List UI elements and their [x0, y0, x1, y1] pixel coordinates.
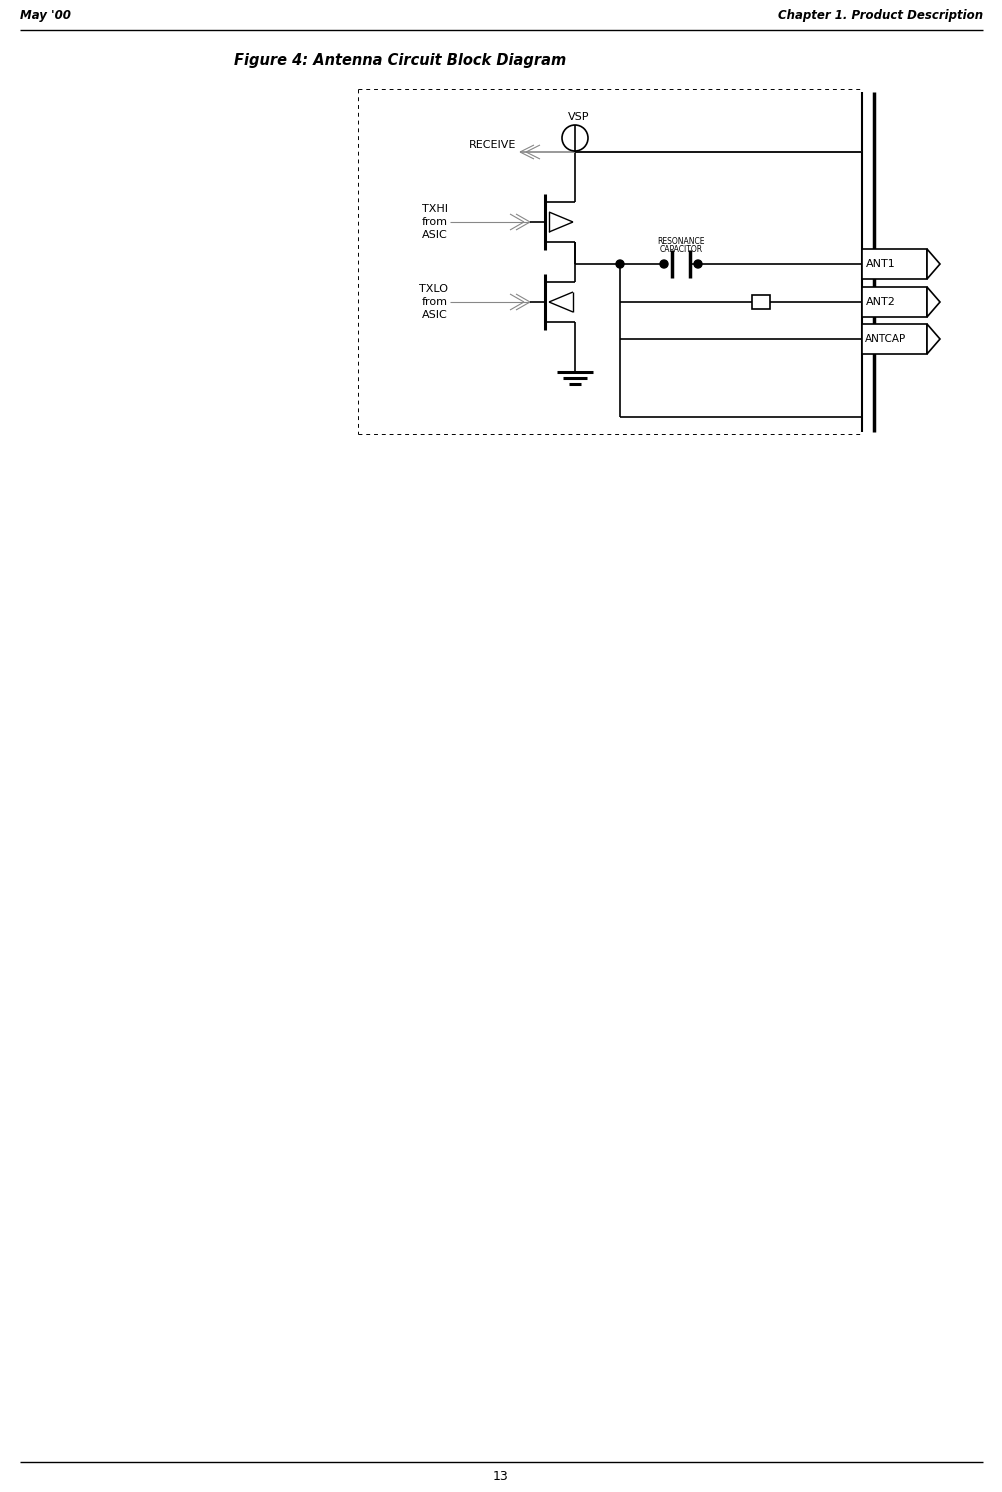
Circle shape: [693, 260, 701, 269]
Text: RECEIVE: RECEIVE: [468, 140, 515, 151]
Text: ANT2: ANT2: [865, 297, 895, 307]
Text: TXHI: TXHI: [422, 204, 448, 213]
Text: from: from: [422, 216, 448, 227]
Text: ASIC: ASIC: [422, 230, 448, 240]
Polygon shape: [926, 249, 939, 279]
Text: from: from: [422, 297, 448, 307]
Circle shape: [659, 260, 667, 269]
Bar: [861, 324, 926, 354]
Text: CAPACITOR: CAPACITOR: [658, 245, 701, 254]
Text: Figure 4: Antenna Circuit Block Diagram: Figure 4: Antenna Circuit Block Diagram: [233, 52, 565, 67]
Text: May '00: May '00: [20, 9, 71, 22]
Text: RESONANCE: RESONANCE: [656, 237, 704, 246]
Bar: [861, 286, 926, 316]
Text: ANTCAP: ANTCAP: [864, 334, 906, 345]
Polygon shape: [926, 286, 939, 316]
Text: VSP: VSP: [568, 112, 589, 122]
Text: ANT1: ANT1: [865, 260, 895, 269]
Bar: [752, 295, 770, 309]
Circle shape: [615, 260, 623, 269]
Text: 13: 13: [493, 1471, 508, 1483]
Polygon shape: [926, 324, 939, 354]
Bar: [861, 249, 926, 279]
Text: Chapter 1. Product Description: Chapter 1. Product Description: [778, 9, 982, 22]
Text: ASIC: ASIC: [422, 310, 448, 319]
Text: TXLO: TXLO: [419, 283, 448, 294]
